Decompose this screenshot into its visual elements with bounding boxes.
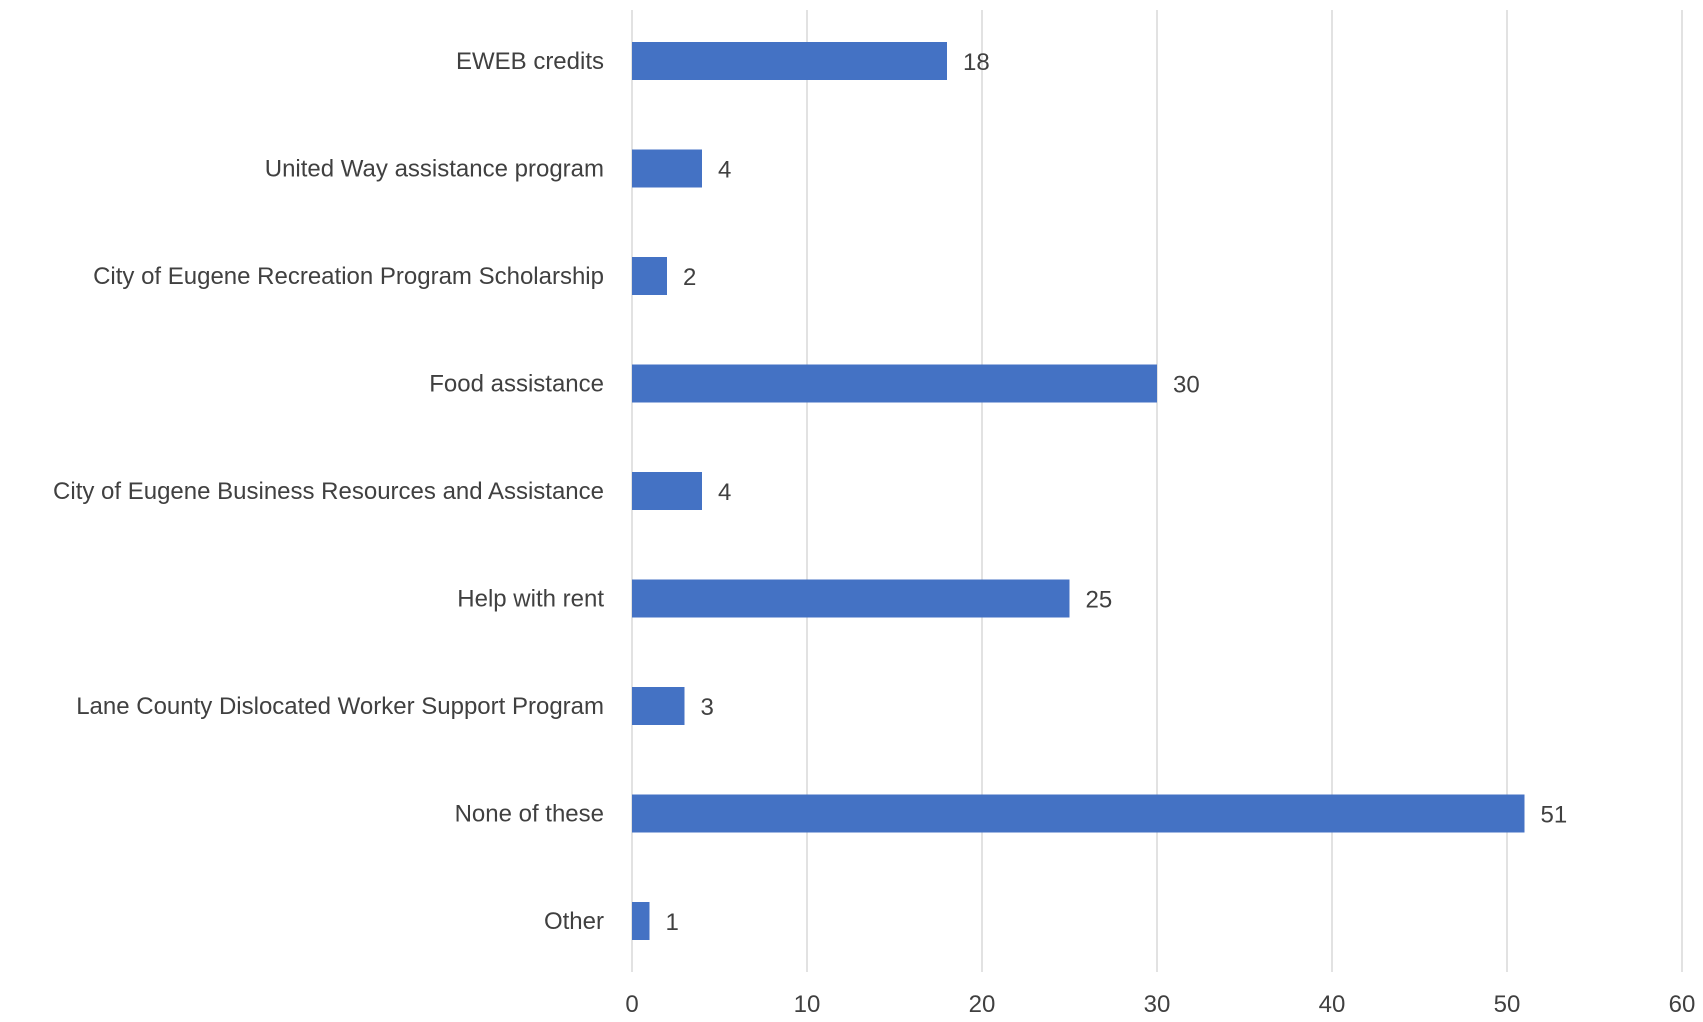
x-tick-label: 0 [625, 991, 638, 1018]
data-label: 3 [701, 694, 714, 721]
bar [632, 149, 702, 188]
category-label: Help with rent [457, 586, 604, 613]
category-label: Food assistance [429, 371, 604, 398]
bar [632, 257, 667, 295]
bar [632, 687, 685, 725]
data-label: 25 [1086, 587, 1113, 614]
data-label: 1 [666, 909, 679, 936]
bar [632, 902, 650, 940]
data-labels: 18 4 2 30 4 25 3 51 1 [666, 49, 1568, 936]
category-label: United Way assistance program [265, 156, 604, 183]
bars [632, 42, 1525, 940]
category-label: City of Eugene Business Resources and As… [53, 478, 604, 505]
x-axis-tick-labels: 0 10 20 30 40 50 60 [625, 991, 1695, 1018]
x-tick-label: 30 [1144, 991, 1171, 1018]
bar [632, 472, 702, 510]
x-tick-label: 10 [794, 991, 821, 1018]
x-tick-label: 40 [1319, 991, 1346, 1018]
bar [632, 794, 1525, 833]
data-label: 4 [718, 479, 731, 506]
data-label: 51 [1541, 802, 1568, 829]
data-label: 2 [683, 264, 696, 291]
data-label: 30 [1173, 372, 1200, 399]
category-label: None of these [455, 801, 604, 828]
category-label: Other [544, 908, 604, 935]
bar [632, 42, 947, 80]
category-label: EWEB credits [456, 48, 604, 75]
category-labels: EWEB credits United Way assistance progra… [53, 48, 604, 935]
data-label: 18 [963, 49, 990, 76]
bar [632, 579, 1070, 618]
x-tick-label: 50 [1494, 991, 1521, 1018]
category-label: Lane County Dislocated Worker Support Pr… [76, 693, 604, 720]
gridlines [631, 10, 1683, 972]
x-tick-label: 60 [1669, 991, 1696, 1018]
category-label: City of Eugene Recreation Program Schola… [93, 263, 604, 290]
x-tick-label: 20 [969, 991, 996, 1018]
bar [632, 364, 1157, 403]
data-label: 4 [718, 157, 731, 184]
